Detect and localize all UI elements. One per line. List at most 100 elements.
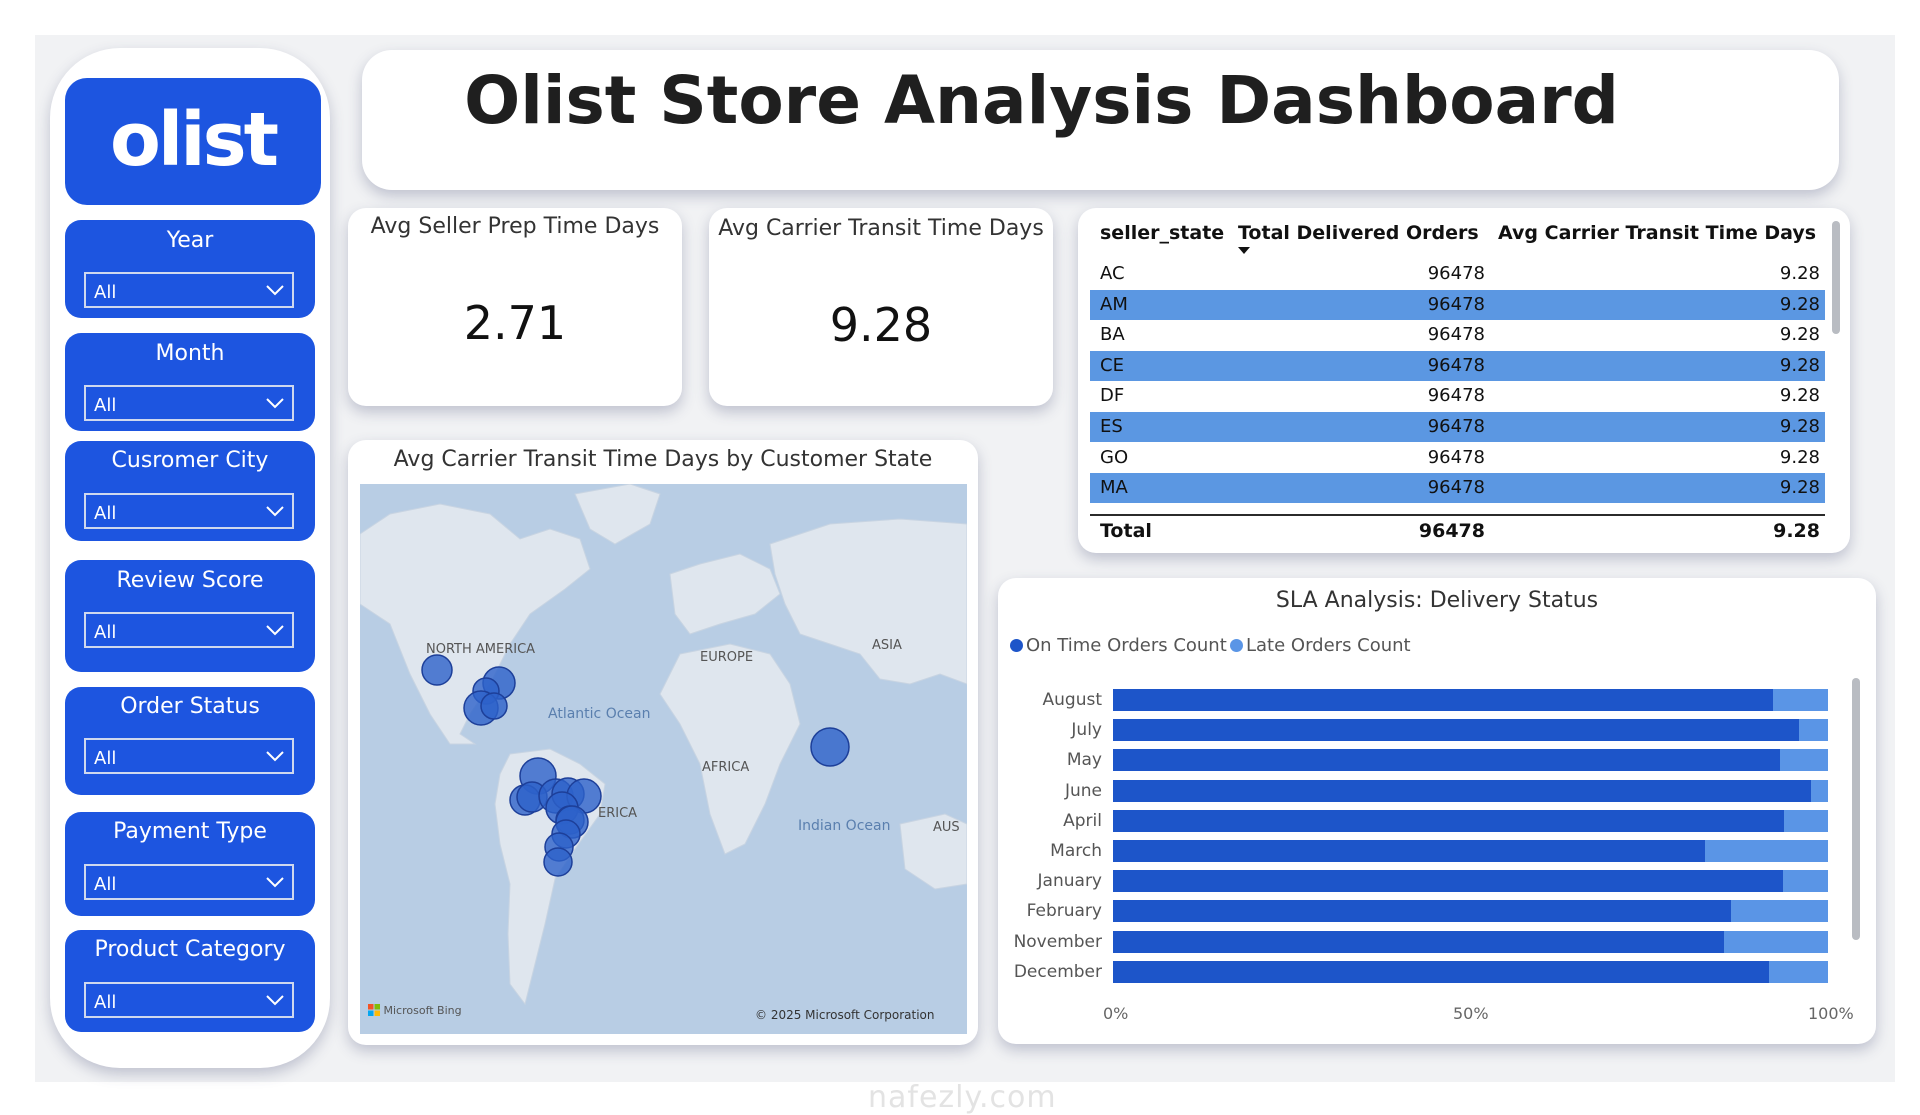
bar-on-time[interactable] <box>1113 840 1706 862</box>
y-tick-label: February <box>1026 901 1102 921</box>
bar-late[interactable] <box>1724 931 1828 953</box>
filter-order-status: Order Status All <box>65 687 315 795</box>
cell-seller-state: CE <box>1100 355 1124 376</box>
landmass-africa <box>659 643 801 855</box>
bar-on-time[interactable] <box>1113 719 1799 741</box>
map-bubble <box>480 692 508 720</box>
cell-avg-transit: 9.28 <box>1779 294 1820 315</box>
map-label-europe: EUROPE <box>700 650 754 665</box>
cell-avg-transit: 9.28 <box>1779 263 1820 284</box>
y-tick-label: April <box>1063 811 1102 831</box>
bar-late[interactable] <box>1768 961 1828 983</box>
table-row[interactable]: CE 96478 9.28 <box>1090 351 1825 381</box>
cell-delivered-orders: 96478 <box>1427 263 1485 284</box>
review-score-dropdown[interactable]: All <box>84 612 294 648</box>
product-category-dropdown[interactable]: All <box>84 982 294 1018</box>
filter-customer-city: Cusromer City All <box>65 441 315 541</box>
bar-late[interactable] <box>1782 870 1828 892</box>
filter-month-label: Month <box>155 341 225 366</box>
cell-seller-state: DF <box>1100 385 1125 406</box>
chevron-down-icon <box>266 751 284 762</box>
legend-late[interactable]: Late Orders Count <box>1230 635 1411 656</box>
chevron-down-icon <box>266 285 284 296</box>
bar-late[interactable] <box>1705 840 1828 862</box>
filter-year-label: Year <box>166 228 214 253</box>
map-bubble <box>543 847 573 877</box>
bar-on-time[interactable] <box>1113 961 1769 983</box>
kpi-card-carrier-transit: Avg Carrier Transit Time Days 9.28 <box>709 208 1053 406</box>
bar-late[interactable] <box>1730 900 1828 922</box>
bar-on-time[interactable] <box>1113 931 1725 953</box>
total-avg-transit: 9.28 <box>1773 520 1820 542</box>
bar-late[interactable] <box>1810 780 1828 802</box>
bar-on-time[interactable] <box>1113 780 1811 802</box>
cell-delivered-orders: 96478 <box>1427 355 1485 376</box>
world-map[interactable]: NORTH AMERICA EUROPE ASIA AFRICA ERICA A… <box>360 484 967 1034</box>
table-row[interactable]: DF 96478 9.28 <box>1090 381 1825 411</box>
payment-type-dropdown[interactable]: All <box>84 864 294 900</box>
title-card <box>362 50 1839 190</box>
bar-late[interactable] <box>1784 810 1828 832</box>
kpi-value: 9.28 <box>829 298 933 352</box>
y-tick-label: December <box>1013 962 1102 982</box>
month-dropdown[interactable]: All <box>84 385 294 421</box>
order-status-dropdown[interactable]: All <box>84 738 294 774</box>
filter-review-score-label: Review Score <box>116 568 264 593</box>
bing-logo: Microsoft Bing <box>368 1004 462 1017</box>
bar-on-time[interactable] <box>1113 689 1773 711</box>
sla-chart-title: SLA Analysis: Delivery Status <box>1275 588 1599 613</box>
bar-late[interactable] <box>1798 719 1828 741</box>
order-status-value: All <box>94 748 117 769</box>
map-bubble <box>421 654 453 686</box>
bar-late[interactable] <box>1780 749 1828 771</box>
legend-late-label: Late Orders Count <box>1246 635 1411 656</box>
kpi-value: 2.71 <box>463 296 567 350</box>
cell-avg-transit: 9.28 <box>1779 324 1820 345</box>
page-title: Olist Store Analysis Dashboard <box>464 62 1619 139</box>
table-divider <box>1090 514 1825 516</box>
customer-city-value: All <box>94 503 117 524</box>
filter-product-category: Product Category All <box>65 930 315 1032</box>
kpi-label: Avg Seller Prep Time Days <box>370 214 660 239</box>
review-score-value: All <box>94 622 117 643</box>
y-tick-label: January <box>1037 871 1102 891</box>
filter-payment-type: Payment Type All <box>65 812 315 916</box>
legend-on-time[interactable]: On Time Orders Count <box>1010 635 1227 656</box>
bar-on-time[interactable] <box>1113 900 1731 922</box>
table-row[interactable]: GO 96478 9.28 <box>1090 443 1825 473</box>
year-dropdown[interactable]: All <box>84 272 294 308</box>
legend-dot-icon <box>1010 639 1023 652</box>
cell-seller-state: MA <box>1100 477 1128 498</box>
column-header-total-delivered[interactable]: Total Delivered Orders <box>1238 222 1479 244</box>
cell-avg-transit: 9.28 <box>1779 355 1820 376</box>
customer-city-dropdown[interactable]: All <box>84 493 294 529</box>
microsoft-icon <box>368 1004 380 1016</box>
table-row[interactable]: ES 96478 9.28 <box>1090 412 1825 442</box>
map-label-asia: ASIA <box>872 638 902 653</box>
map-label-atlantic: Atlantic Ocean <box>548 706 651 722</box>
chart-scrollbar[interactable] <box>1852 678 1860 940</box>
bar-on-time[interactable] <box>1113 810 1785 832</box>
bar-late[interactable] <box>1772 689 1828 711</box>
table-row[interactable]: BA 96478 9.28 <box>1090 320 1825 350</box>
map-label-africa: AFRICA <box>702 760 750 775</box>
map-label-aus: AUS <box>933 820 960 835</box>
map-title: Avg Carrier Transit Time Days by Custome… <box>393 447 933 472</box>
cell-delivered-orders: 96478 <box>1427 416 1485 437</box>
table-row[interactable]: AC 96478 9.28 <box>1090 259 1825 289</box>
landmass-north-america <box>360 503 591 745</box>
cell-delivered-orders: 96478 <box>1427 324 1485 345</box>
column-header-seller-state[interactable]: seller_state <box>1100 222 1225 244</box>
legend-dot-icon <box>1230 639 1243 652</box>
bar-on-time[interactable] <box>1113 870 1783 892</box>
year-value: All <box>94 282 117 303</box>
chevron-down-icon <box>266 625 284 636</box>
table-row[interactable]: MA 96478 9.28 <box>1090 473 1825 503</box>
map-bubble <box>810 727 850 767</box>
table-row[interactable]: AM 96478 9.28 <box>1090 290 1825 320</box>
olist-logo: olist <box>65 78 321 205</box>
cell-delivered-orders: 96478 <box>1427 294 1485 315</box>
column-header-avg-transit[interactable]: Avg Carrier Transit Time Days <box>1498 222 1817 244</box>
table-scrollbar[interactable] <box>1832 221 1840 334</box>
bar-on-time[interactable] <box>1113 749 1781 771</box>
